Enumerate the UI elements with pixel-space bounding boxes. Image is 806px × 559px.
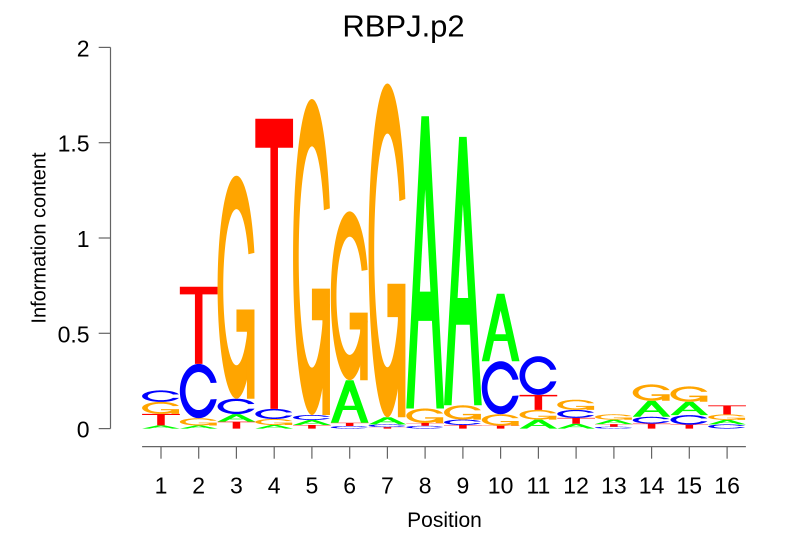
svg-text:0: 0 bbox=[77, 417, 90, 443]
svg-text:9: 9 bbox=[457, 473, 470, 499]
svg-text:11: 11 bbox=[526, 473, 550, 499]
svg-text:15: 15 bbox=[677, 473, 703, 499]
svg-text:2: 2 bbox=[77, 35, 90, 61]
svg-text:7: 7 bbox=[381, 473, 394, 499]
svg-text:Information content: Information content bbox=[29, 152, 51, 324]
svg-text:6: 6 bbox=[343, 473, 356, 499]
svg-text:13: 13 bbox=[601, 473, 627, 499]
svg-text:1.5: 1.5 bbox=[58, 131, 90, 157]
svg-text:4: 4 bbox=[268, 473, 281, 499]
svg-text:14: 14 bbox=[639, 473, 665, 499]
svg-text:3: 3 bbox=[230, 473, 243, 499]
svg-text:16: 16 bbox=[714, 473, 740, 499]
svg-text:0.5: 0.5 bbox=[58, 321, 90, 347]
svg-text:1: 1 bbox=[77, 226, 90, 252]
svg-text:12: 12 bbox=[563, 473, 589, 499]
svg-text:5: 5 bbox=[306, 473, 319, 499]
svg-text:Position: Position bbox=[407, 509, 482, 532]
svg-text:1: 1 bbox=[155, 473, 168, 499]
svg-text:10: 10 bbox=[488, 473, 514, 499]
svg-text:RBPJ.p2: RBPJ.p2 bbox=[342, 9, 464, 44]
svg-text:8: 8 bbox=[419, 473, 432, 499]
svg-text:2: 2 bbox=[192, 473, 205, 499]
